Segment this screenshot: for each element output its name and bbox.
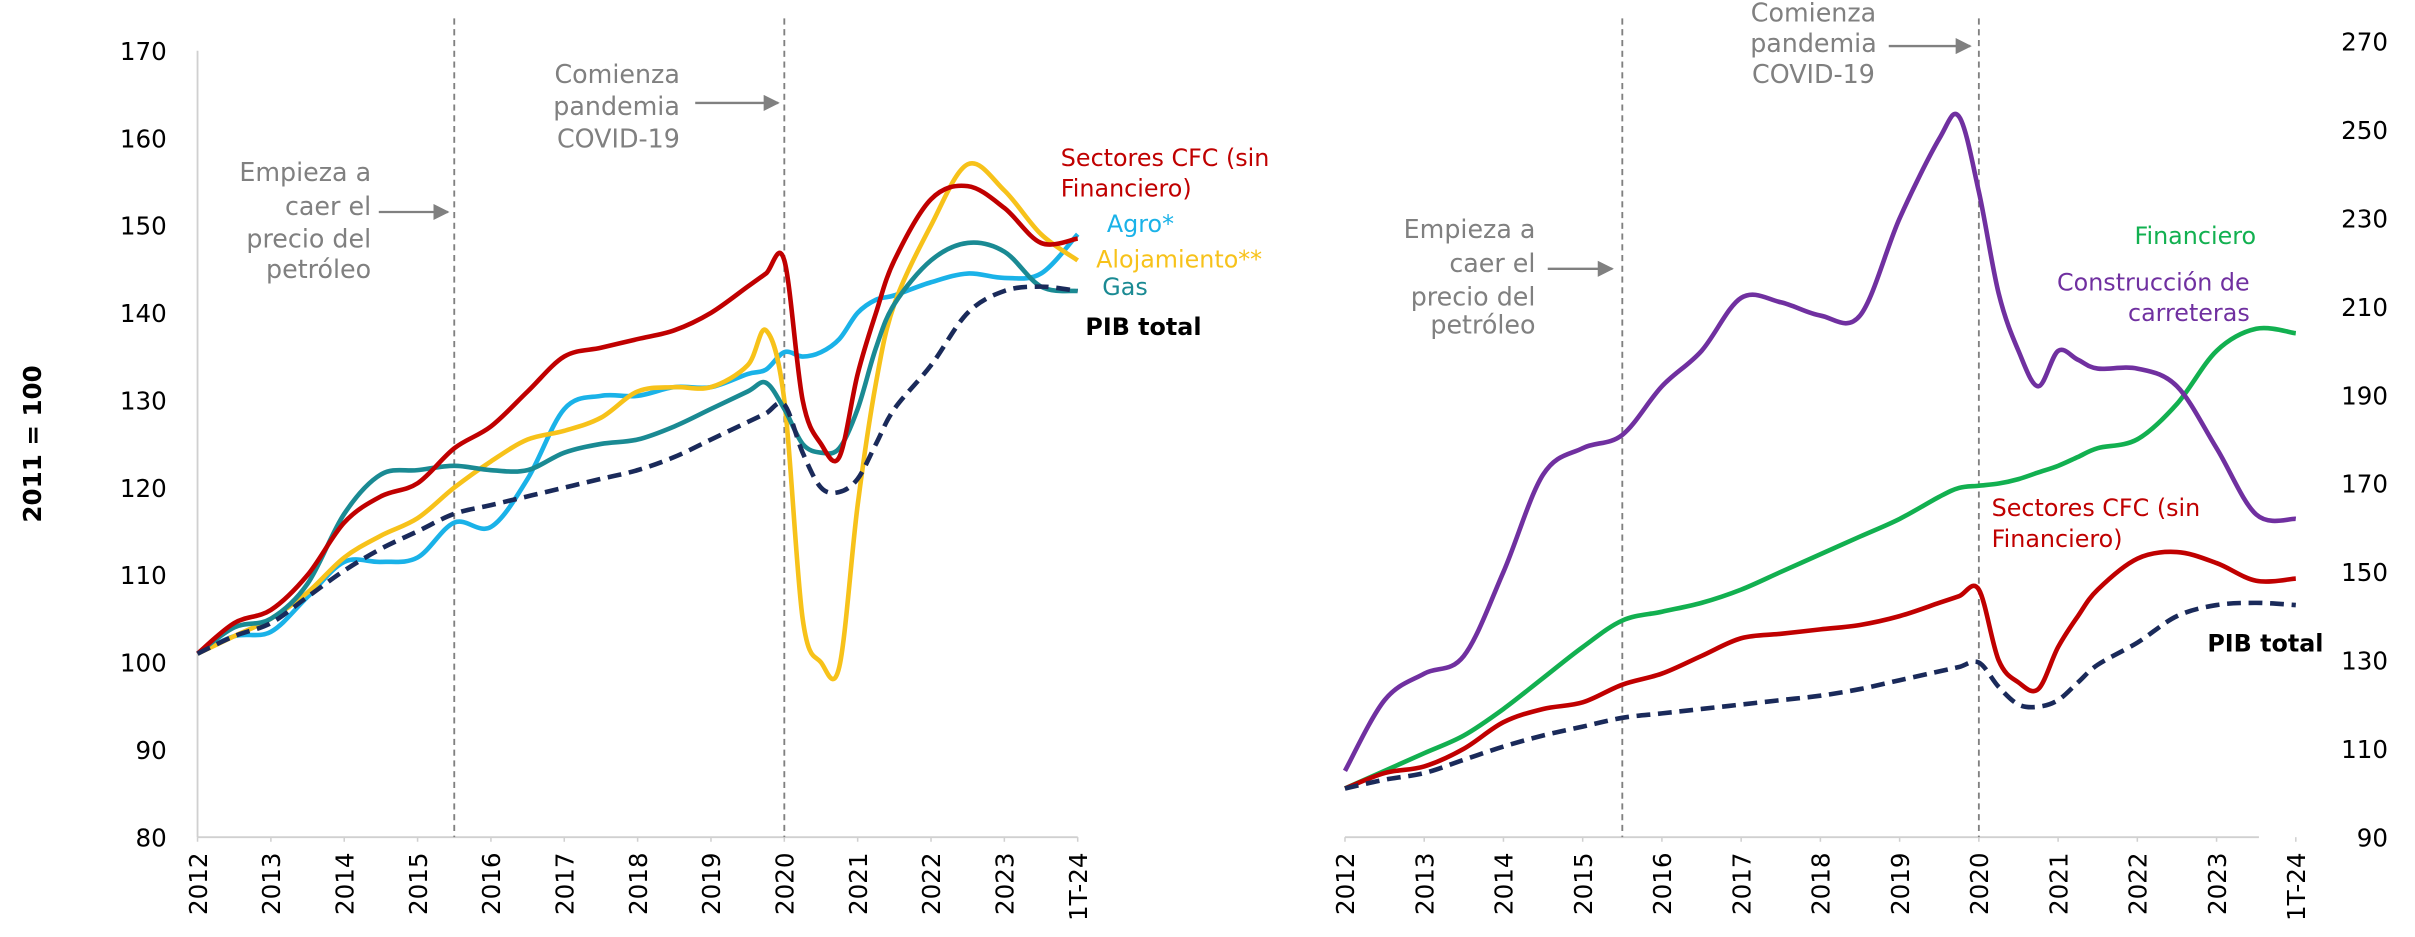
x-tick-label: 2012 bbox=[184, 853, 213, 916]
annotation: pandemia bbox=[553, 91, 680, 121]
y-tick-label: 100 bbox=[120, 649, 167, 678]
y-tick-label: 150 bbox=[2341, 558, 2388, 587]
x-tick-label: 2017 bbox=[550, 853, 579, 916]
series-label: Agro* bbox=[1106, 210, 1175, 239]
annotation: petróleo bbox=[266, 254, 371, 284]
x-tick-label: 2023 bbox=[2203, 853, 2232, 916]
series-label-box: Alojamiento** bbox=[1096, 245, 1263, 274]
x-tick-label: 2020 bbox=[771, 853, 800, 916]
x-tick-label: 2021 bbox=[2044, 853, 2073, 916]
y-tick-label: 130 bbox=[120, 386, 167, 415]
annotation: COVID-19 bbox=[557, 123, 680, 153]
annotation: pandemia bbox=[1750, 28, 1877, 58]
y-tick-label: 160 bbox=[120, 124, 167, 153]
annotation: COVID-19 bbox=[1752, 59, 1875, 89]
annotation: petróleo bbox=[1430, 309, 1535, 339]
series-label: Financiero bbox=[2134, 222, 2257, 251]
x-tick-label: 2013 bbox=[257, 853, 286, 916]
series-label: Construcción de carreteras bbox=[2057, 268, 2250, 328]
series-label-box: Sectores CFC (sin Financiero) bbox=[1991, 494, 2201, 553]
y-tick-label: 130 bbox=[2341, 647, 2388, 676]
x-tick-label: 2012 bbox=[1331, 853, 1360, 916]
y-tick-label: 250 bbox=[2341, 116, 2388, 145]
y-tick-label: 170 bbox=[120, 37, 167, 66]
x-tick-label: 2021 bbox=[844, 853, 873, 916]
series-line bbox=[196, 232, 1080, 656]
y-tick-label: 270 bbox=[2341, 28, 2388, 57]
y-tick-label: 230 bbox=[2341, 205, 2388, 234]
annotation: caer el bbox=[1449, 248, 1535, 278]
x-tick-label: 1T-24 bbox=[1064, 853, 1093, 921]
series-line bbox=[1342, 111, 2297, 772]
x-tick-label: 2019 bbox=[1886, 853, 1915, 916]
series-label: PIB total bbox=[2207, 629, 2324, 658]
y-tick-label: 140 bbox=[120, 299, 167, 328]
annotation: caer el bbox=[285, 191, 371, 221]
series-label-box: PIB total bbox=[2207, 629, 2324, 658]
x-tick-label: 2018 bbox=[624, 853, 653, 916]
y-tick-label: 90 bbox=[2357, 823, 2388, 852]
annotation: precio del bbox=[1411, 282, 1536, 312]
x-tick-label: 2014 bbox=[330, 853, 359, 916]
annotation: Empieza a bbox=[239, 157, 371, 187]
y-tick-label: 80 bbox=[136, 823, 167, 852]
series-line bbox=[196, 183, 1079, 656]
series-line bbox=[196, 161, 1080, 682]
x-tick-label: 2017 bbox=[1727, 853, 1756, 916]
x-tick-label: 2014 bbox=[1490, 853, 1519, 916]
y-tick-label: 110 bbox=[120, 561, 167, 590]
series-label-box: Gas bbox=[1102, 273, 1148, 302]
x-tick-label: 2022 bbox=[2124, 853, 2153, 916]
x-tick-label: 2022 bbox=[917, 853, 946, 916]
series-label: Sectores CFC (sin Financiero) bbox=[1060, 144, 1270, 203]
x-tick-label: 2020 bbox=[1965, 853, 1994, 916]
y-tick-label: 190 bbox=[2341, 381, 2388, 410]
series-line bbox=[196, 284, 1079, 656]
series-label: Gas bbox=[1102, 273, 1148, 302]
series-line bbox=[1344, 549, 2297, 791]
x-tick-label: 2019 bbox=[697, 853, 726, 916]
y-tick-label: 150 bbox=[120, 212, 167, 241]
y-tick-label: 120 bbox=[120, 474, 167, 503]
annotation: precio del bbox=[246, 223, 371, 253]
annotation: Comienza bbox=[1751, 0, 1876, 28]
series-line bbox=[1344, 600, 2296, 791]
series-label-box: PIB total bbox=[1085, 313, 1202, 342]
x-tick-label: 2016 bbox=[477, 853, 506, 916]
y-tick-label: 110 bbox=[2341, 735, 2388, 764]
annotation: Comienza bbox=[555, 59, 680, 89]
series-label-box: Agro* bbox=[1106, 210, 1175, 239]
x-tick-label: 2013 bbox=[1410, 853, 1439, 916]
series-label-box: Sectores CFC (sin Financiero) bbox=[1060, 144, 1270, 203]
series-label: PIB total bbox=[1085, 313, 1202, 342]
x-tick-label: 1T-24 bbox=[2282, 853, 2311, 921]
series-line bbox=[1344, 325, 2297, 791]
x-tick-label: 2015 bbox=[404, 853, 433, 916]
series-label: Alojamiento** bbox=[1096, 245, 1263, 274]
series-label-box: Construcción de carreteras bbox=[2057, 268, 2250, 328]
x-tick-label: 2015 bbox=[1569, 853, 1598, 916]
series-line bbox=[196, 240, 1078, 656]
series-label-box: Financiero bbox=[2134, 222, 2257, 251]
y-axis-label: 2011 = 100 bbox=[18, 365, 47, 522]
y-tick-label: 210 bbox=[2341, 293, 2388, 322]
y-tick-label: 90 bbox=[136, 736, 167, 765]
y-tick-label: 170 bbox=[2341, 470, 2388, 499]
annotation: Empieza a bbox=[1404, 214, 1536, 244]
x-tick-label: 2023 bbox=[991, 853, 1020, 916]
series-label: Sectores CFC (sin Financiero) bbox=[1991, 494, 2201, 553]
x-tick-label: 2018 bbox=[1807, 853, 1836, 916]
x-tick-label: 2016 bbox=[1648, 853, 1677, 916]
